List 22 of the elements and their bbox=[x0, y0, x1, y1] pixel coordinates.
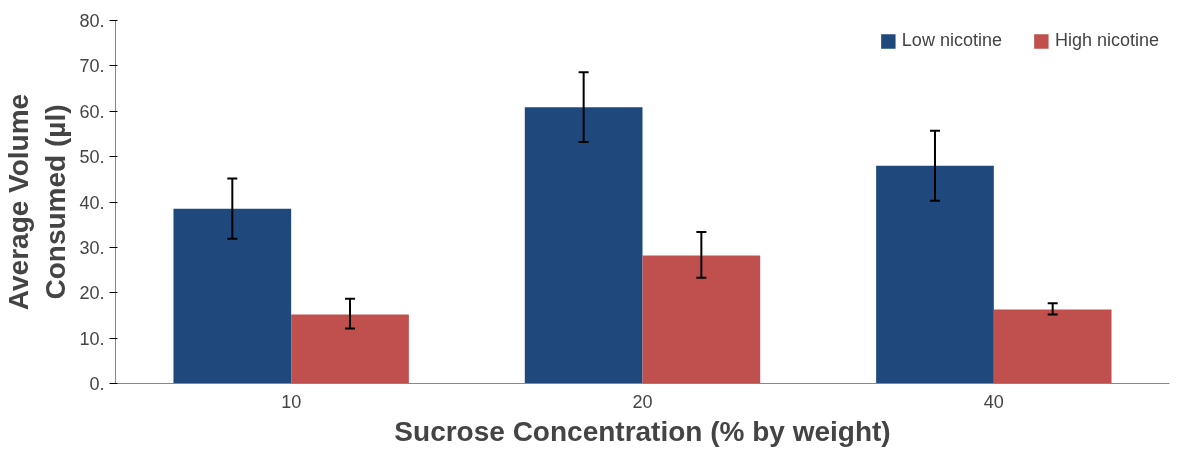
y-tick-label: 0. bbox=[89, 374, 105, 394]
legend-label: Low nicotine bbox=[901, 30, 1002, 51]
bar bbox=[642, 255, 761, 384]
x-tick-label: 20 bbox=[632, 391, 653, 412]
y-tick-label: 30. bbox=[79, 237, 105, 258]
y-axis-title: Average Volume Consumed (µl) bbox=[3, 93, 72, 311]
x-tick-label: 10 bbox=[281, 391, 302, 412]
x-tick-label: 40 bbox=[983, 391, 1004, 412]
bar bbox=[524, 107, 643, 384]
bar bbox=[291, 314, 409, 384]
y-tick-label: 80. bbox=[79, 11, 105, 31]
y-tick-label: 20. bbox=[79, 283, 105, 304]
y-tick-label: 60. bbox=[79, 101, 105, 122]
y-tick-label: 10. bbox=[79, 328, 105, 349]
bar bbox=[173, 208, 292, 384]
y-tick-label: 70. bbox=[79, 56, 105, 77]
bar bbox=[876, 165, 994, 384]
y-tick-label: 40. bbox=[79, 192, 105, 213]
legend-label: High nicotine bbox=[1054, 30, 1159, 51]
y-tick-label: 50. bbox=[79, 147, 105, 168]
x-axis-title: Sucrose Concentration (% by weight) bbox=[394, 415, 891, 447]
bar bbox=[993, 309, 1112, 384]
